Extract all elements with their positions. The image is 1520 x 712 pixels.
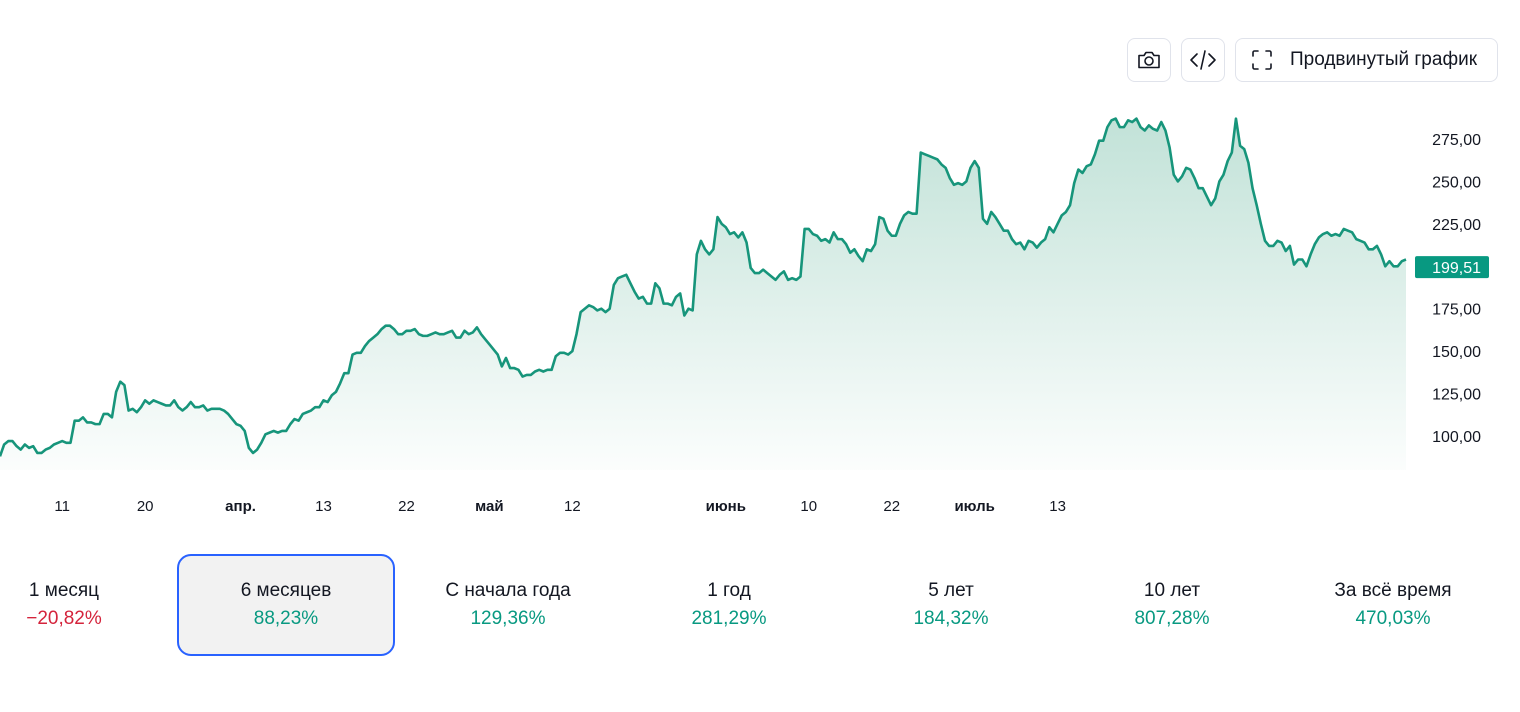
last-price-badge <box>1415 256 1489 279</box>
period-option[interactable]: За всё время 470,03% <box>1284 554 1502 656</box>
x-tick-label: 22 <box>398 498 415 515</box>
code-icon <box>1188 46 1218 74</box>
y-axis: 275,00250,00225,00200,00175,00150,00125,… <box>1432 132 1481 446</box>
x-tick-label: июль <box>954 498 994 515</box>
period-change-value: 281,29% <box>691 608 767 629</box>
advanced-chart-button[interactable]: Продвинутый график <box>1234 38 1498 82</box>
x-tick-label: 22 <box>883 498 900 515</box>
period-selector: 1 месяц −20,82% 6 месяцев 88,23% С начала го… <box>0 554 1520 656</box>
period-change-value: 184,32% <box>913 608 989 629</box>
plot-area <box>0 117 1407 470</box>
x-tick-label: 20 <box>137 498 154 515</box>
embed-button[interactable] <box>1180 38 1225 82</box>
x-tick-label: 11 <box>54 498 70 515</box>
y-tick-label: 275,00 <box>1432 132 1481 149</box>
screenshot-button[interactable] <box>1126 38 1171 82</box>
period-option[interactable]: 1 год 281,29% <box>620 554 838 656</box>
period-label: 10 лет <box>1143 580 1201 601</box>
period-label: С начала года <box>445 580 571 601</box>
x-axis: 11 20 апр. 13 22 май 12 июнь 10 22 июль 13 <box>54 498 1066 515</box>
y-tick-label: 125,00 <box>1432 387 1481 404</box>
x-tick-label: 13 <box>1049 498 1066 515</box>
y-tick-label: 100,00 <box>1432 429 1481 446</box>
x-tick-label: 13 <box>315 498 332 515</box>
y-tick-label: 250,00 <box>1432 174 1481 191</box>
y-tick-label: 175,00 <box>1432 302 1481 319</box>
x-tick-label: июнь <box>706 498 746 515</box>
x-tick-label: май <box>475 498 503 515</box>
period-change-value: 807,28% <box>1134 608 1210 629</box>
period-option[interactable]: 10 лет 807,28% <box>1063 554 1281 656</box>
period-change-value: 129,36% <box>470 608 546 629</box>
period-option[interactable]: 1 месяц −20,82% <box>0 554 173 656</box>
last-price-marker: 199,51 <box>1415 256 1489 279</box>
price-area-fill <box>0 118 1406 470</box>
x-tick-label: 10 <box>800 498 817 515</box>
period-option[interactable]: 5 лет 184,32% <box>842 554 1060 656</box>
fullscreen-icon <box>1250 48 1274 72</box>
price-line <box>0 117 1407 457</box>
period-label: 6 месяцев <box>240 580 332 601</box>
x-tick-label: апр. <box>225 498 256 515</box>
period-change-value: 470,03% <box>1355 608 1431 629</box>
y-tick-label: 225,00 <box>1432 217 1481 234</box>
y-tick-label: 150,00 <box>1432 344 1481 361</box>
camera-icon <box>1135 46 1163 74</box>
chart-toolbar: Продвинутый график <box>1126 38 1498 82</box>
period-change-value: 88,23% <box>253 608 319 629</box>
period-change-value: −20,82% <box>26 608 102 629</box>
period-option[interactable]: С начала года 129,36% <box>399 554 617 656</box>
price-chart[interactable]: 275,00250,00225,00200,00175,00150,00125,… <box>0 0 1520 540</box>
x-tick-label: 12 <box>564 498 581 515</box>
period-label: 5 лет <box>928 580 974 601</box>
period-label: 1 месяц <box>28 580 100 601</box>
period-label: 1 год <box>707 580 751 601</box>
last-price-label: 199,51 <box>1432 260 1481 277</box>
period-label: За всё время <box>1334 580 1452 601</box>
advanced-chart-label: Продвинутый график <box>1289 49 1477 70</box>
period-option[interactable]: 6 месяцев 88,23% <box>177 554 395 656</box>
